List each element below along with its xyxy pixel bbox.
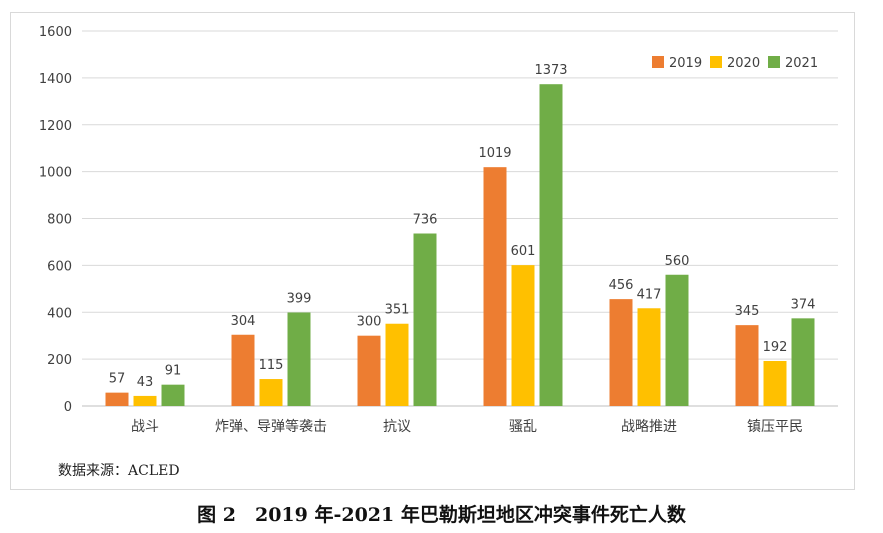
- data-label: 417: [637, 287, 662, 302]
- x-category-label: 战略推进: [621, 419, 677, 435]
- legend-swatch-2020: [710, 56, 722, 68]
- data-label: 456: [609, 278, 634, 293]
- bar-2021: [665, 274, 689, 406]
- legend-label: 2021: [785, 56, 818, 71]
- bar-2021: [539, 84, 563, 406]
- bar-2020: [763, 361, 787, 406]
- y-tick-label: 1400: [39, 72, 72, 87]
- data-label: 374: [791, 297, 816, 312]
- y-tick-label: 1000: [39, 166, 72, 181]
- bars: [105, 84, 815, 406]
- bar-2019: [105, 392, 129, 406]
- x-axis-categories: 战斗 炸弹、导弹等袭击 抗议 骚乱 战略推进 镇压平民: [131, 418, 803, 435]
- legend-label: 2019: [669, 56, 702, 71]
- y-tick-label: 400: [47, 306, 72, 321]
- data-label: 1373: [534, 63, 567, 78]
- data-label: 560: [665, 254, 690, 269]
- bar-2020: [133, 395, 157, 406]
- legend-swatch-2021: [768, 56, 780, 68]
- data-label: 43: [137, 375, 154, 390]
- bar-2019: [231, 334, 255, 406]
- data-label: 351: [385, 303, 410, 318]
- legend: 2019 2020 2021: [652, 56, 818, 71]
- bar-2020: [385, 323, 409, 406]
- gridlines: [82, 30, 838, 407]
- bar-2021: [287, 312, 311, 406]
- data-label: 736: [413, 213, 438, 228]
- x-category-label: 骚乱: [509, 419, 537, 435]
- data-label: 601: [511, 244, 536, 259]
- y-tick-label: 600: [47, 259, 72, 274]
- x-category-label: 抗议: [383, 419, 411, 435]
- data-label: 1019: [478, 146, 511, 161]
- bar-2019: [483, 167, 507, 406]
- x-category-label: 战斗: [131, 419, 159, 435]
- data-label: 57: [109, 372, 126, 387]
- bar-2019: [735, 325, 759, 406]
- bar-2019: [357, 335, 381, 406]
- x-category-label: 镇压平民: [747, 419, 803, 435]
- data-label: 304: [231, 314, 256, 329]
- y-tick-label: 1200: [39, 119, 72, 134]
- data-label: 192: [763, 340, 788, 355]
- data-label: 91: [165, 364, 182, 379]
- bar-2020: [259, 379, 283, 406]
- bar-2021: [791, 318, 815, 406]
- data-label: 115: [259, 358, 284, 373]
- bar-2020: [637, 308, 661, 406]
- source-note: 数据来源：ACLED: [58, 463, 180, 479]
- data-label: 300: [357, 315, 382, 330]
- y-tick-label: 800: [47, 213, 72, 228]
- figure-caption: 图 2 2019 年-2021 年巴勒斯坦地区冲突事件死亡人数: [197, 504, 686, 526]
- bar-2021: [161, 384, 185, 406]
- data-label: 345: [735, 304, 760, 319]
- y-tick-label: 1600: [39, 25, 72, 40]
- bar-2021: [413, 233, 437, 406]
- y-tick-label: 0: [64, 400, 72, 415]
- legend-label: 2020: [727, 56, 760, 71]
- bar-2019: [609, 299, 633, 406]
- y-axis-ticks: 0 200 400 600 800 1000 1200 1400 1600: [39, 25, 72, 415]
- legend-swatch-2019: [652, 56, 664, 68]
- x-category-label: 炸弹、导弹等袭击: [215, 418, 327, 435]
- bar-2020: [511, 265, 535, 406]
- y-tick-label: 200: [47, 353, 72, 368]
- data-label: 399: [287, 291, 312, 306]
